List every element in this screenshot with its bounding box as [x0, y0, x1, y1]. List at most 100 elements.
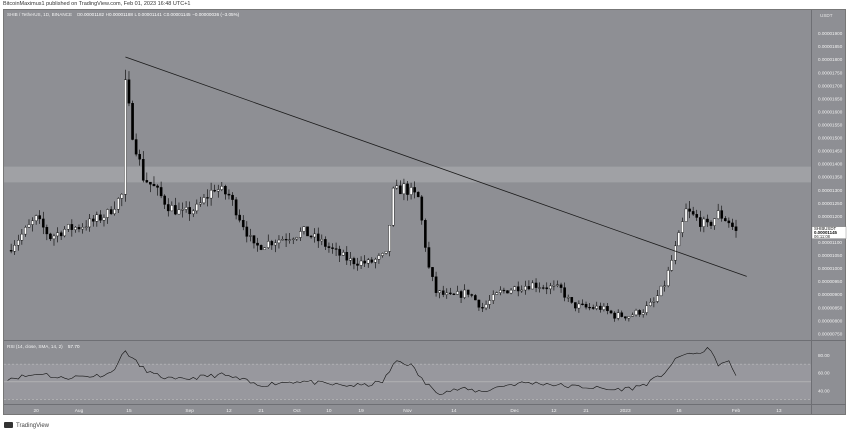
- candle-down: [727, 220, 731, 224]
- candle-down: [188, 207, 191, 215]
- candle-down: [691, 211, 695, 215]
- price-tick-label: 0.00001850: [818, 44, 843, 49]
- candle-up: [216, 189, 220, 192]
- candle-up: [716, 210, 720, 219]
- time-tick-label: Oct: [293, 408, 301, 414]
- candle-up: [74, 227, 77, 230]
- time-tick-label: Feb: [732, 408, 741, 414]
- candle-up: [124, 79, 127, 195]
- candle-up: [666, 270, 670, 287]
- candle-up: [277, 239, 281, 244]
- candle-up: [84, 226, 88, 228]
- candle-down: [434, 276, 438, 293]
- time-tick-label: 15: [126, 408, 132, 414]
- candle-up: [531, 282, 534, 290]
- candle-up: [513, 286, 516, 291]
- candle-up: [13, 245, 17, 252]
- candle-down: [70, 224, 74, 230]
- candle-up: [349, 258, 352, 261]
- price-tick-label: 0.00000800: [818, 318, 843, 323]
- candle-down: [145, 180, 149, 183]
- candle-down: [734, 226, 738, 231]
- candle-up: [177, 209, 181, 215]
- candle-up: [409, 187, 413, 195]
- candle-down: [99, 214, 102, 221]
- candle-down: [234, 199, 238, 216]
- time-tick-label: 20: [33, 408, 39, 414]
- price-tick-label: 0.00001800: [818, 57, 843, 62]
- candle-down: [481, 307, 484, 309]
- candle-up: [641, 312, 645, 315]
- candle-down: [688, 208, 691, 212]
- candle-up: [549, 285, 552, 290]
- candle-up: [488, 300, 491, 305]
- candle-up: [341, 252, 345, 256]
- candle-down: [502, 289, 506, 292]
- candle-up: [170, 205, 174, 212]
- price-tick-label: 0.00000750: [818, 331, 843, 336]
- candle-up: [491, 294, 495, 301]
- candle-up: [595, 305, 599, 309]
- ohlc-value: 0.00001141: [138, 12, 162, 17]
- candle-down: [466, 289, 470, 295]
- bar-countdown: 06:11:08: [814, 234, 831, 239]
- candle-up: [381, 253, 384, 256]
- candle-down: [534, 282, 538, 288]
- candle-up: [663, 285, 666, 287]
- candle-down: [452, 293, 456, 295]
- candle-down: [152, 184, 156, 187]
- candle-down: [584, 303, 588, 308]
- candle-down: [159, 187, 163, 197]
- candle-up: [288, 239, 291, 241]
- candle-up: [438, 290, 441, 293]
- candle-up: [677, 232, 681, 247]
- candle-down: [723, 218, 727, 222]
- candle-up: [209, 189, 213, 199]
- candle-up: [652, 301, 656, 303]
- candle-up: [713, 218, 716, 226]
- candle-down: [174, 205, 177, 215]
- candle-up: [384, 251, 388, 254]
- candle-up: [95, 214, 99, 222]
- candle-up: [538, 287, 541, 289]
- candle-down: [284, 239, 288, 241]
- candle-up: [313, 233, 316, 238]
- candle-down: [591, 307, 595, 309]
- candle-up: [681, 221, 684, 233]
- candle-down: [334, 248, 338, 250]
- candle-up: [377, 255, 381, 260]
- candle-down: [581, 303, 584, 305]
- time-tick-label: 13: [776, 408, 782, 414]
- price-tick-label: 0.00001450: [818, 149, 843, 154]
- candle-up: [24, 227, 27, 235]
- candle-up: [16, 240, 20, 246]
- candle-down: [731, 222, 734, 227]
- candle-down: [141, 159, 145, 181]
- candle-up: [220, 185, 224, 190]
- price-tick-label: 0.00000900: [818, 292, 843, 297]
- candle-up: [674, 245, 677, 261]
- candle-down: [245, 226, 249, 237]
- candle-down: [131, 103, 134, 140]
- candles: [9, 69, 738, 322]
- price-tick-label: 0.00001500: [818, 136, 843, 141]
- candle-up: [191, 210, 195, 215]
- candle-down: [609, 310, 613, 314]
- symbol-tag-label: SHIBUSDT: [814, 226, 837, 231]
- rsi-label: RSI (14, close, SMA, 14, 2): [7, 344, 63, 349]
- resistance-zone: [4, 166, 811, 183]
- time-tick-label: 19: [358, 408, 364, 414]
- price-tick-label: 0.00001900: [818, 31, 843, 36]
- candle-up: [116, 198, 120, 210]
- candle-up: [670, 260, 674, 271]
- candle-up: [484, 304, 488, 309]
- candle-down: [252, 235, 256, 244]
- candle-down: [345, 252, 349, 261]
- candle-down: [427, 247, 431, 268]
- candle-up: [88, 218, 92, 228]
- candle-down: [606, 306, 609, 312]
- candle-up: [645, 305, 649, 313]
- candle-down: [241, 219, 245, 228]
- price-tick-label: 0.00000850: [818, 305, 843, 310]
